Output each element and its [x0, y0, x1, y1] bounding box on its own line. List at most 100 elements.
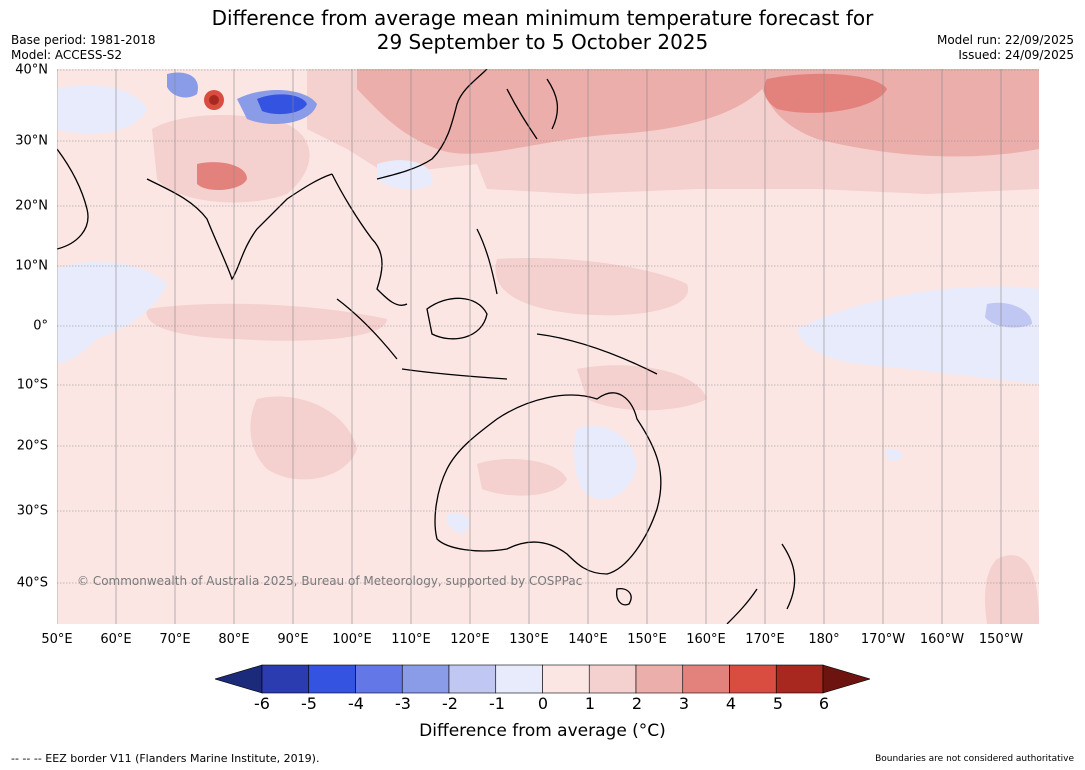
lon-label: 180° [808, 632, 840, 647]
lat-label: 20°N [15, 198, 48, 214]
colorbar-tick-label: 3 [678, 694, 690, 713]
colorbar-swatch [542, 664, 590, 694]
lon-label: 150°E [627, 632, 667, 647]
issued-date: Issued: 24/09/2025 [958, 48, 1074, 62]
colorbar-swatch [729, 664, 777, 694]
colorbar-swatch [775, 664, 824, 694]
lon-label: 140°E [568, 632, 608, 647]
lon-label: 120°E [450, 632, 490, 647]
cool-region-fiji-area [885, 448, 903, 461]
lon-label: 70°E [159, 632, 191, 647]
model-name: Model: ACCESS-S2 [11, 48, 123, 62]
colorbar-swatch [401, 664, 450, 694]
colorbar-extend-low [215, 664, 263, 694]
meta-right: Model run: 22/09/2025 Issued: 24/09/2025 [937, 33, 1074, 63]
colorbar-swatch [588, 664, 637, 694]
lon-label: 170°E [745, 632, 785, 647]
cool-region-arabian-sea [57, 261, 167, 363]
boundaries-note: Boundaries are not considered authoritat… [875, 754, 1074, 764]
cool-region-south-australia [446, 513, 470, 534]
colorbar-tick-label: -3 [395, 694, 411, 713]
map-title: Difference from average mean minimum tem… [0, 6, 1085, 54]
cool-region-south-china [377, 160, 433, 190]
coastline-java [401, 368, 508, 380]
warm-region-south-indian [250, 396, 357, 480]
warm-region-indian-ocean [146, 303, 387, 341]
cool-region-central-asia [57, 85, 147, 134]
lat-label: 10°N [15, 258, 48, 274]
map-title-line1: Difference from average mean minimum tem… [211, 6, 874, 30]
colorbar-tick-label: 6 [818, 694, 830, 713]
graticule [57, 69, 1039, 624]
lat-label: 10°S [16, 377, 48, 393]
lat-label: 20°S [16, 438, 48, 454]
colorbar-swatch [355, 664, 403, 694]
colorbar-swatch [448, 664, 497, 694]
coastline-borneo [426, 297, 488, 340]
colorbar-tick-label: 0 [537, 694, 549, 713]
colorbar-tick-label: 5 [772, 694, 784, 713]
coastline-australia [434, 392, 662, 575]
colorbar-tick-label: 2 [631, 694, 643, 713]
coastline-arabia [57, 148, 89, 250]
lon-label: 150°W [978, 632, 1024, 647]
colorbar-tick-label: 1 [584, 694, 596, 713]
coastline-indochina [331, 173, 408, 306]
warm-region-equatorial [495, 258, 689, 316]
lon-label: 130°E [509, 632, 549, 647]
coastline-tasmania [616, 588, 632, 606]
model-run: Model run: 22/09/2025 [936, 33, 1074, 47]
lat-label: 40°S [16, 575, 48, 591]
meridian-lines [57, 69, 1002, 624]
lon-label: 100°E [332, 632, 372, 647]
copyright-notice: © Commonwealth of Australia 2025, Bureau… [77, 574, 583, 588]
coastline-philippines [476, 228, 498, 295]
colorbar-swatch [635, 664, 684, 694]
lat-label: 30°N [15, 133, 48, 149]
eez-note: -- -- -- EEZ border V11 (Flanders Marine… [11, 752, 320, 765]
colorbar-extend-high [822, 664, 870, 694]
lon-label: 60°E [100, 632, 132, 647]
lat-label: 30°S [16, 503, 48, 519]
warm-region-coral-sea [577, 365, 707, 411]
warm-region-australia-west [477, 459, 567, 496]
coastline-new-guinea [536, 333, 658, 375]
colorbar-tick-label: -4 [348, 694, 364, 713]
colorbar-tick-label: -1 [489, 694, 505, 713]
colorbar-title: Difference from average (°C) [419, 721, 666, 741]
colorbar-tick-label: 4 [725, 694, 737, 713]
forecast-map [57, 69, 1039, 624]
coastline-new-zealand [726, 543, 796, 624]
colorbar-swatch [495, 664, 543, 694]
warm-region-indian [197, 162, 247, 191]
lon-label: 90°E [277, 632, 309, 647]
lon-label: 80°E [218, 632, 250, 647]
colorbar-tick-label: -2 [442, 694, 458, 713]
colorbar-tick-label: -6 [254, 694, 270, 713]
lat-label: 0° [33, 318, 48, 334]
warm-region-southeast [985, 555, 1039, 624]
cool-region-tibet-core [257, 94, 307, 115]
colorbar-swatch [682, 664, 730, 694]
warm-region-japan [357, 69, 777, 154]
lon-label: 160°E [686, 632, 726, 647]
cool-region-central-australia [573, 425, 637, 500]
coastline-korea-japan [506, 78, 559, 140]
warm-anomaly-regions [146, 69, 1039, 624]
warm-region-central-asia [152, 114, 310, 203]
colorbar-tick-label: -5 [301, 694, 317, 713]
colorbar-swatch [308, 664, 356, 694]
map-title-line2: 29 September to 5 October 2025 [376, 30, 709, 54]
warm-region-northwest-pacific-core [764, 73, 887, 113]
coastline-sumatra [336, 298, 398, 360]
lon-label: 170°W [860, 632, 906, 647]
cool-anomaly-regions [57, 72, 1039, 534]
lon-label: 110°E [391, 632, 431, 647]
cool-region-equatorial-east [797, 286, 1039, 384]
warm-hotspot-core [209, 95, 219, 105]
lon-label: 50°E [41, 632, 73, 647]
cool-region-equatorial-east-core [985, 302, 1032, 328]
lat-label: 40°N [15, 62, 48, 78]
meta-left: Base period: 1981-2018 Model: ACCESS-S2 [11, 33, 156, 63]
coastline-india [146, 173, 333, 281]
